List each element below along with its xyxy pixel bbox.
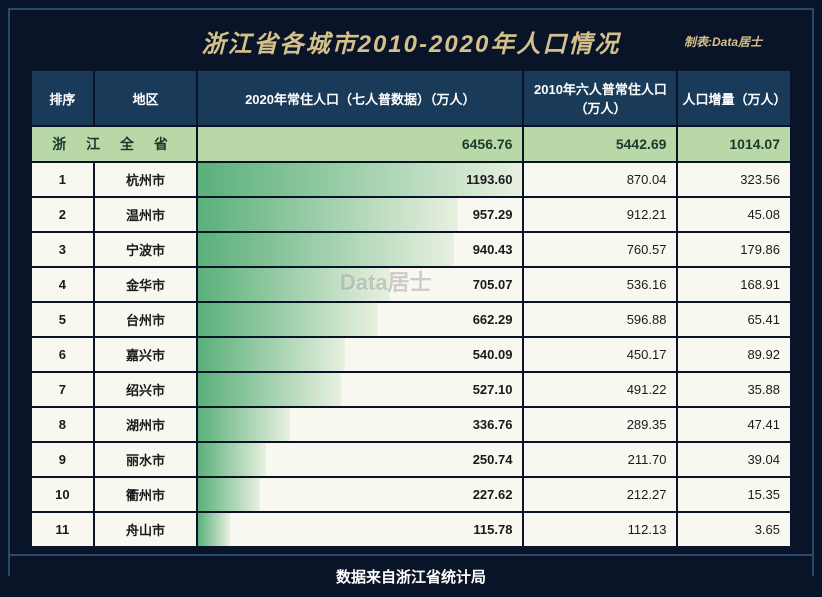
col-pop2020: 2020年常住人口（七人普数据）（万人） <box>198 71 522 125</box>
pop2010-cell: 450.17 <box>524 338 676 371</box>
pop2020-cell: 957.29 <box>198 198 522 231</box>
pop2010-cell: 596.88 <box>524 303 676 336</box>
title-bar: 浙江省各城市2010-2020年人口情况 制表:Data居士 <box>10 10 812 69</box>
total-row: 浙 江 全 省 6456.76 5442.69 1014.07 <box>32 127 790 161</box>
table-row: 4金华市705.07 536.16168.91 <box>32 268 790 301</box>
bar-label: 250.74 <box>198 443 512 476</box>
container: 浙江省各城市2010-2020年人口情况 制表:Data居士 排序 地区 202… <box>8 8 814 576</box>
region-cell: 绍兴市 <box>95 373 196 406</box>
bar-label: 940.43 <box>198 233 512 266</box>
region-cell: 舟山市 <box>95 513 196 546</box>
rank-cell: 3 <box>32 233 93 266</box>
pop2010-cell: 536.16 <box>524 268 676 301</box>
increase-cell: 3.65 <box>678 513 790 546</box>
increase-cell: 323.56 <box>678 163 790 196</box>
bar-label: 1193.60 <box>198 163 512 196</box>
pop2010-cell: 491.22 <box>524 373 676 406</box>
population-table: 排序 地区 2020年常住人口（七人普数据）（万人） 2010年六人普常住人口（… <box>30 69 792 548</box>
col-increase: 人口增量（万人） <box>678 71 790 125</box>
table-row: 2温州市957.29 912.2145.08 <box>32 198 790 231</box>
pop2020-cell: 1193.60 <box>198 163 522 196</box>
rank-cell: 4 <box>32 268 93 301</box>
pop2020-cell: 115.78 <box>198 513 522 546</box>
increase-cell: 89.92 <box>678 338 790 371</box>
region-cell: 金华市 <box>95 268 196 301</box>
table-row: 3宁波市940.43 760.57179.86 <box>32 233 790 266</box>
table-row: 6嘉兴市540.09 450.1789.92 <box>32 338 790 371</box>
col-region: 地区 <box>95 71 196 125</box>
col-rank: 排序 <box>32 71 93 125</box>
bar-label: 527.10 <box>198 373 512 406</box>
table-row: 7绍兴市527.10 491.2235.88 <box>32 373 790 406</box>
pop2010-cell: 870.04 <box>524 163 676 196</box>
table-row: 11舟山市115.78 112.133.65 <box>32 513 790 546</box>
pop2020-cell: 662.29 <box>198 303 522 336</box>
pop2020-cell: 336.76 <box>198 408 522 441</box>
bar-label: 227.62 <box>198 478 512 511</box>
increase-cell: 15.35 <box>678 478 790 511</box>
increase-cell: 35.88 <box>678 373 790 406</box>
region-cell: 宁波市 <box>95 233 196 266</box>
rank-cell: 8 <box>32 408 93 441</box>
bar-label: 540.09 <box>198 338 512 371</box>
pop2010-cell: 289.35 <box>524 408 676 441</box>
pop2020-cell: 940.43 <box>198 233 522 266</box>
page-title: 浙江省各城市2010-2020年人口情况 <box>202 24 621 59</box>
rank-cell: 9 <box>32 443 93 476</box>
total-increase: 1014.07 <box>678 127 790 161</box>
footer-source: 数据来自浙江省统计局 <box>10 554 812 597</box>
rank-cell: 5 <box>32 303 93 336</box>
increase-cell: 179.86 <box>678 233 790 266</box>
region-cell: 丽水市 <box>95 443 196 476</box>
table-row: 9丽水市250.74 211.7039.04 <box>32 443 790 476</box>
bar-label: 336.76 <box>198 408 512 441</box>
pop2020-cell: 250.74 <box>198 443 522 476</box>
pop2010-cell: 912.21 <box>524 198 676 231</box>
region-cell: 衢州市 <box>95 478 196 511</box>
rank-cell: 1 <box>32 163 93 196</box>
pop2020-cell: 527.10 <box>198 373 522 406</box>
pop2020-cell: 705.07 <box>198 268 522 301</box>
table-row: 10衢州市227.62 212.2715.35 <box>32 478 790 511</box>
increase-cell: 45.08 <box>678 198 790 231</box>
total-pop2010: 5442.69 <box>524 127 676 161</box>
pop2010-cell: 760.57 <box>524 233 676 266</box>
pop2010-cell: 212.27 <box>524 478 676 511</box>
rank-cell: 2 <box>32 198 93 231</box>
increase-cell: 168.91 <box>678 268 790 301</box>
total-pop2020: 6456.76 <box>198 127 522 161</box>
bar-label: 662.29 <box>198 303 512 336</box>
region-cell: 杭州市 <box>95 163 196 196</box>
rank-cell: 6 <box>32 338 93 371</box>
rank-cell: 11 <box>32 513 93 546</box>
bar-label: 705.07 <box>198 268 512 301</box>
rank-cell: 7 <box>32 373 93 406</box>
table-wrap: 排序 地区 2020年常住人口（七人普数据）（万人） 2010年六人普常住人口（… <box>10 69 812 554</box>
table-row: 1杭州市1193.60 870.04323.56 <box>32 163 790 196</box>
rank-cell: 10 <box>32 478 93 511</box>
col-pop2010: 2010年六人普常住人口（万人） <box>524 71 676 125</box>
table-row: 5台州市662.29 596.8865.41 <box>32 303 790 336</box>
increase-cell: 47.41 <box>678 408 790 441</box>
pop2010-cell: 211.70 <box>524 443 676 476</box>
pop2020-cell: 540.09 <box>198 338 522 371</box>
region-cell: 嘉兴市 <box>95 338 196 371</box>
table-row: 8湖州市336.76 289.3547.41 <box>32 408 790 441</box>
increase-cell: 65.41 <box>678 303 790 336</box>
region-cell: 湖州市 <box>95 408 196 441</box>
bar-label: 957.29 <box>198 198 512 231</box>
bar-label: 115.78 <box>198 513 512 546</box>
region-cell: 温州市 <box>95 198 196 231</box>
region-cell: 台州市 <box>95 303 196 336</box>
pop2010-cell: 112.13 <box>524 513 676 546</box>
header-row: 排序 地区 2020年常住人口（七人普数据）（万人） 2010年六人普常住人口（… <box>32 71 790 125</box>
pop2020-cell: 227.62 <box>198 478 522 511</box>
total-label: 浙 江 全 省 <box>32 127 196 161</box>
credit-label: 制表:Data居士 <box>684 33 762 50</box>
increase-cell: 39.04 <box>678 443 790 476</box>
